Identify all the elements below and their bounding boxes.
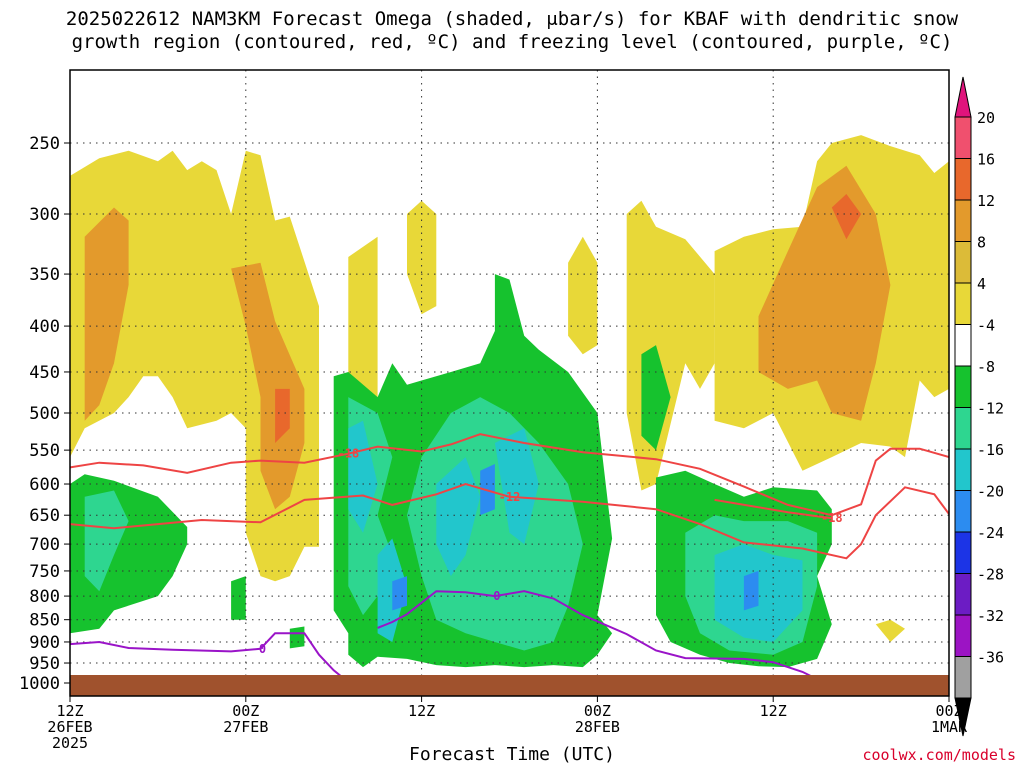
- omega-region-4: [348, 236, 378, 406]
- y-tick-label-900: 900: [29, 633, 60, 653]
- x-tick-label-0-1: 26FEB: [47, 718, 92, 736]
- colorbar-swatch-12: [954, 614, 972, 657]
- y-tick-label-850: 850: [29, 611, 60, 631]
- colorbar-swatch-4: [954, 282, 972, 325]
- y-tick-label-400: 400: [29, 317, 60, 337]
- omega-region-2: [231, 262, 305, 510]
- omega-region-6: [568, 236, 598, 355]
- x-tick-label-36-1: 28FEB: [575, 718, 620, 736]
- dgz-contour-label-0: -18: [338, 447, 360, 461]
- freezing-contour-0: [70, 632, 349, 683]
- y-tick-label-950: 950: [29, 654, 60, 674]
- omega-region-3: [275, 388, 290, 443]
- omega-region-9: [758, 165, 891, 421]
- freezing-contour-label-0: 0: [259, 642, 266, 656]
- omega-region-10: [831, 194, 862, 240]
- colorbar-swatch-3: [954, 241, 972, 284]
- omega-region-16: [641, 345, 671, 451]
- colorbar-top-arrow: [954, 76, 972, 118]
- chart-title-line1: 2025022612 NAM3KM Forecast Omega (shaded…: [65, 8, 959, 30]
- y-tick-label-350: 350: [29, 265, 60, 285]
- colorbar-label-8: -16: [977, 441, 1004, 459]
- colorbar-label-2: 12: [977, 192, 995, 210]
- colorbar-label-11: -28: [977, 566, 1004, 584]
- colorbar-label-5: -4: [977, 317, 995, 335]
- y-tick-label-800: 800: [29, 587, 60, 607]
- colorbar-label-4: 4: [977, 275, 986, 293]
- colorbar-label-6: -8: [977, 358, 995, 376]
- omega-region-13: [289, 626, 305, 649]
- colorbar-label-12: -32: [977, 607, 1004, 625]
- y-tick-label-300: 300: [29, 205, 60, 225]
- omega-region-19: [407, 397, 583, 651]
- x-tick-label-0-0: 12Z: [56, 702, 83, 720]
- x-tick-label-60-0: 00Z: [935, 702, 962, 720]
- omega-region-1: [84, 207, 129, 421]
- site-credit: coolwx.com/models: [862, 746, 1016, 764]
- y-tick-label-650: 650: [29, 506, 60, 526]
- colorbar-label-13: -36: [977, 649, 1004, 667]
- dgz-contour-1: [70, 482, 949, 560]
- colorbar-swatch-5: [954, 324, 972, 367]
- omega-region-29: [875, 619, 905, 642]
- y-tick-label-1000: 1000: [19, 674, 60, 694]
- freezing-contour-label-1: 0: [493, 589, 500, 603]
- colorbar-swatch-11: [954, 573, 972, 616]
- colorbar-label-9: -20: [977, 483, 1004, 501]
- omega-region-28: [743, 570, 759, 611]
- ground-layer: [70, 675, 949, 696]
- x-tick-label-12-0: 00Z: [232, 702, 259, 720]
- colorbar-label-3: 8: [977, 234, 986, 252]
- omega-region-21: [348, 420, 378, 533]
- y-tick-label-600: 600: [29, 475, 60, 495]
- colorbar-label-1: 16: [977, 151, 995, 169]
- y-tick-label-750: 750: [29, 562, 60, 582]
- y-tick-label-500: 500: [29, 404, 60, 424]
- x-tick-label-60-1: 1MAR: [931, 718, 968, 736]
- colorbar-swatch-8: [954, 448, 972, 491]
- colorbar-swatch-6: [954, 365, 972, 408]
- omega-region-23: [436, 457, 481, 577]
- freezing-contour-1: [377, 590, 818, 680]
- y-tick-label-700: 700: [29, 535, 60, 555]
- x-tick-label-24-0: 12Z: [408, 702, 435, 720]
- colorbar-bottom-arrow: [954, 697, 972, 737]
- plot-frame: [69, 69, 950, 697]
- colorbar-label-10: -24: [977, 524, 1004, 542]
- omega-region-25: [714, 544, 803, 642]
- omega-region-26: [392, 576, 407, 611]
- colorbar-swatch-9: [954, 490, 972, 533]
- x-tick-label-48-0: 12Z: [760, 702, 787, 720]
- dgz-contour-label-2: -18: [821, 511, 843, 525]
- y-tick-label-450: 450: [29, 363, 60, 383]
- x-tick-label-0-2: 2025: [52, 734, 88, 752]
- colorbar-swatch-0: [954, 116, 972, 159]
- omega-region-24: [494, 428, 539, 545]
- x-axis-label: Forecast Time (UTC): [409, 744, 615, 765]
- omega-region-5: [407, 200, 437, 315]
- colorbar-swatch-13: [954, 656, 972, 699]
- dgz-contour-2: [714, 498, 832, 520]
- omega-region-12: [231, 576, 246, 620]
- y-tick-label-250: 250: [29, 134, 60, 154]
- colorbar-swatch-2: [954, 199, 972, 242]
- omega-region-17: [84, 490, 129, 592]
- chart-title-line2: growth region (contoured, red, ºC) and f…: [71, 31, 953, 53]
- colorbar-swatch-1: [954, 158, 972, 201]
- x-tick-label-12-1: 27FEB: [223, 718, 268, 736]
- colorbar-label-0: 20: [977, 109, 995, 127]
- dgz-contour-0: [70, 433, 949, 517]
- dgz-contour-label-1: -12: [499, 490, 521, 504]
- colorbar-swatch-7: [954, 407, 972, 450]
- x-tick-label-36-0: 00Z: [584, 702, 611, 720]
- colorbar-swatch-10: [954, 531, 972, 574]
- y-tick-label-550: 550: [29, 441, 60, 461]
- colorbar-label-7: -12: [977, 400, 1004, 418]
- omega-region-0: [70, 150, 319, 582]
